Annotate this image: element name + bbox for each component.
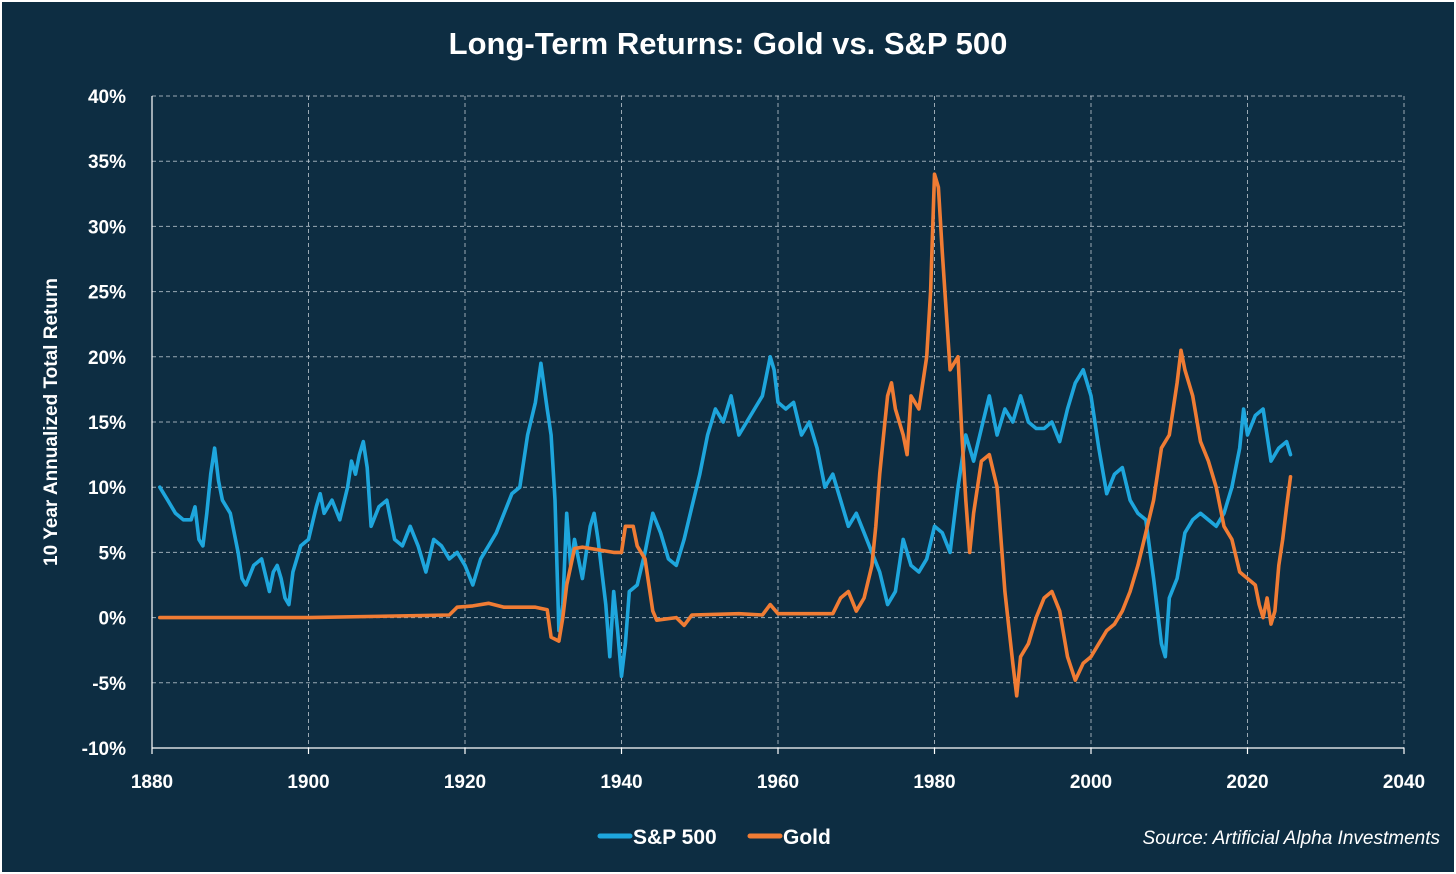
x-tick-label: 2020	[1226, 772, 1268, 793]
y-tick-label: 35%	[88, 152, 126, 173]
grid-layer	[152, 95, 1405, 748]
y-tick-label: 5%	[99, 543, 127, 564]
source-note: Source: Artificial Alpha Investments	[1143, 828, 1441, 849]
x-tick-label: 1960	[757, 772, 799, 793]
y-tick-label: 25%	[88, 283, 126, 304]
axis-layer	[151, 96, 1405, 754]
y-axis-title: 10 Year Annualized Total Return	[41, 278, 62, 566]
series-layer	[158, 172, 1293, 698]
y-tick-label: 0%	[99, 609, 127, 630]
x-tick-label: 1980	[913, 772, 955, 793]
y-tick-label: -10%	[82, 739, 126, 760]
y-tick-label: 40%	[88, 87, 126, 108]
tick-labels: -10% -5% 0% 5% 10% 15% 20% 25% 30% 35% 40% 1880 1900…	[82, 87, 1426, 793]
sp500-series-line	[158, 355, 1293, 679]
y-tick-label: -5%	[92, 674, 126, 695]
y-tick-label: 20%	[88, 348, 126, 369]
y-tick-label: 10%	[88, 478, 126, 499]
chart-title: Long-Term Returns: Gold vs. S&P 500	[449, 26, 1008, 61]
x-tick-label: 1940	[600, 772, 642, 793]
x-tick-label: 1880	[131, 772, 173, 793]
legend: S&P 500 Gold	[597, 826, 831, 849]
x-tick-label: 1920	[444, 772, 486, 793]
y-tick-label: 30%	[88, 217, 126, 238]
x-tick-label: 1900	[287, 772, 329, 793]
gold-series-line	[158, 172, 1293, 698]
x-tick-label: 2000	[1070, 772, 1112, 793]
legend-label-gold: Gold	[783, 826, 831, 849]
x-tick-label: 2040	[1383, 772, 1425, 793]
legend-label-sp500: S&P 500	[633, 826, 717, 849]
y-tick-label: 15%	[88, 413, 126, 434]
